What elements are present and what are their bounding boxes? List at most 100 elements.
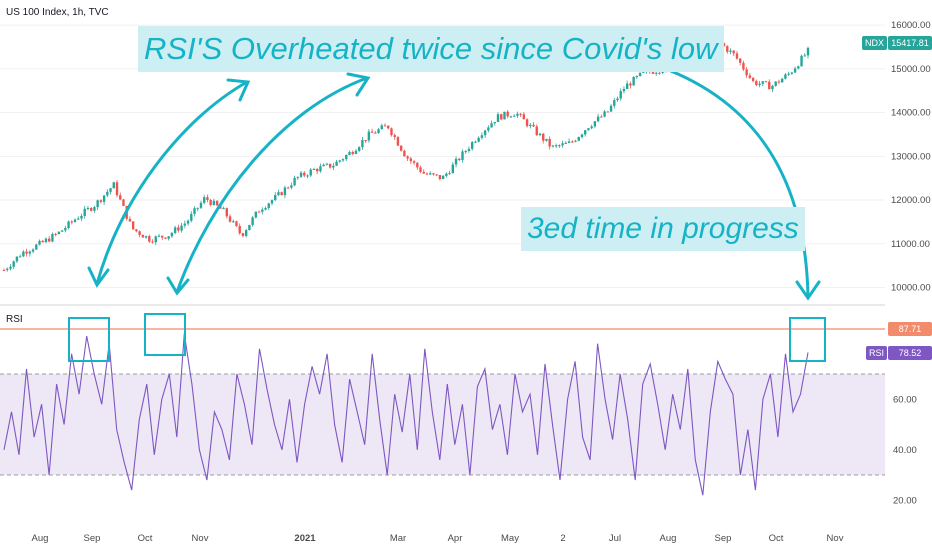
candle-body: [435, 174, 438, 176]
candle-body: [161, 235, 164, 238]
candle-body: [135, 229, 138, 232]
candle-body: [793, 68, 797, 73]
annotation-title[interactable]: RSI'S Overheated twice since Covid's low: [138, 26, 724, 72]
candle-body: [419, 167, 422, 172]
candle-body: [51, 233, 54, 242]
candle-body: [377, 129, 380, 133]
candle-body: [755, 81, 758, 86]
candle-body: [374, 132, 377, 134]
time-tick-label: 2021: [294, 533, 316, 544]
candle-body: [186, 220, 190, 224]
rsi-axis[interactable]: 20.00 40.00 60.00: [893, 394, 917, 506]
candle-body: [367, 131, 371, 141]
candle-body: [393, 135, 396, 138]
candle-body: [106, 191, 109, 196]
candle-body: [319, 166, 322, 172]
candle-body: [235, 221, 238, 227]
candle-body: [525, 119, 529, 127]
candle-body: [215, 200, 219, 206]
last-price-label: NDX 15417.81: [862, 36, 932, 50]
candle-body: [387, 125, 390, 129]
candle-body: [735, 53, 739, 59]
candle-body: [616, 98, 619, 101]
candle-body: [774, 81, 777, 86]
candle-body: [409, 158, 413, 162]
candle-body: [57, 231, 61, 235]
candle-body: [141, 234, 145, 238]
candle-body: [325, 163, 329, 165]
price-axis[interactable]: 10000.00 11000.00 12000.00 13000.00 14000.00…: [891, 20, 931, 293]
rsi-band: [0, 374, 885, 475]
candle-body: [380, 125, 383, 130]
time-tick-label: Aug: [32, 533, 49, 544]
candle-body: [112, 182, 115, 189]
candle-body: [406, 156, 409, 159]
candle-body: [167, 236, 170, 239]
candle-body: [177, 227, 180, 231]
candle-body: [548, 138, 551, 147]
candle-body: [9, 266, 12, 269]
candle-body: [506, 111, 509, 117]
candle-body: [609, 105, 613, 112]
candle-body: [361, 139, 364, 148]
candle-body: [228, 216, 232, 222]
candle-body: [396, 137, 400, 146]
candle-body: [803, 55, 806, 57]
candle-body: [522, 114, 526, 120]
symbol-title[interactable]: US 100 Index, 1h, TVC: [6, 7, 109, 18]
candle-body: [571, 141, 574, 143]
candle-body: [131, 221, 135, 230]
candle-body: [280, 192, 283, 196]
candle-body: [429, 173, 432, 175]
candle-body: [257, 211, 261, 213]
candle-body: [209, 199, 212, 206]
candle-body: [89, 208, 93, 211]
candle-body: [574, 140, 577, 142]
candle-body: [635, 76, 639, 78]
candle-body: [655, 72, 658, 74]
candle-body: [422, 171, 425, 174]
candle-body: [448, 173, 451, 175]
candle-body: [254, 211, 258, 218]
candle-body: [535, 126, 538, 136]
highlight-boxes: [68, 313, 826, 362]
candle-body: [122, 199, 125, 206]
candle-body: [170, 232, 174, 237]
candle-body: [222, 208, 225, 210]
candle-body: [613, 100, 616, 106]
candle-body: [787, 73, 790, 75]
rsi-series-line: [3, 333, 809, 496]
rsi-pane-label[interactable]: RSI: [6, 314, 23, 325]
time-tick-label: Sep: [84, 533, 101, 544]
candle-body: [196, 207, 199, 209]
candle-body: [312, 168, 316, 170]
time-tick-label: Nov: [192, 533, 209, 544]
candle-body: [277, 192, 280, 196]
candle-body: [364, 139, 367, 141]
candle-body: [600, 116, 603, 118]
candle-body: [748, 75, 752, 78]
candle-body: [357, 147, 361, 151]
arrow-to-current: [626, 55, 810, 298]
rsi-tick-label: 40.00: [893, 445, 917, 456]
time-axis[interactable]: Aug Sep Oct Nov 2021 Mar Apr May 2 Jul Aug Sep Oct No…: [32, 533, 844, 544]
candle-body: [351, 152, 354, 154]
candle-body: [542, 133, 545, 141]
candle-body: [77, 218, 80, 220]
highlight-box-second-peak: [144, 313, 186, 356]
candle-body: [138, 231, 141, 235]
time-tick-label: Mar: [390, 533, 406, 544]
annotation-note[interactable]: 3ed time in progress: [521, 207, 805, 251]
candle-body: [238, 226, 241, 234]
rsi-pane[interactable]: [0, 328, 885, 496]
candle-body: [283, 187, 287, 196]
candle-body: [73, 219, 77, 222]
candle-body: [500, 114, 503, 120]
candle-body: [12, 261, 15, 267]
candle-body: [148, 236, 151, 242]
candle-body: [180, 225, 183, 231]
candle-body: [564, 142, 568, 144]
arrow-to-first-peak: [95, 80, 249, 286]
rsi-tick-label: 60.00: [893, 394, 917, 405]
candle-body: [554, 145, 558, 147]
